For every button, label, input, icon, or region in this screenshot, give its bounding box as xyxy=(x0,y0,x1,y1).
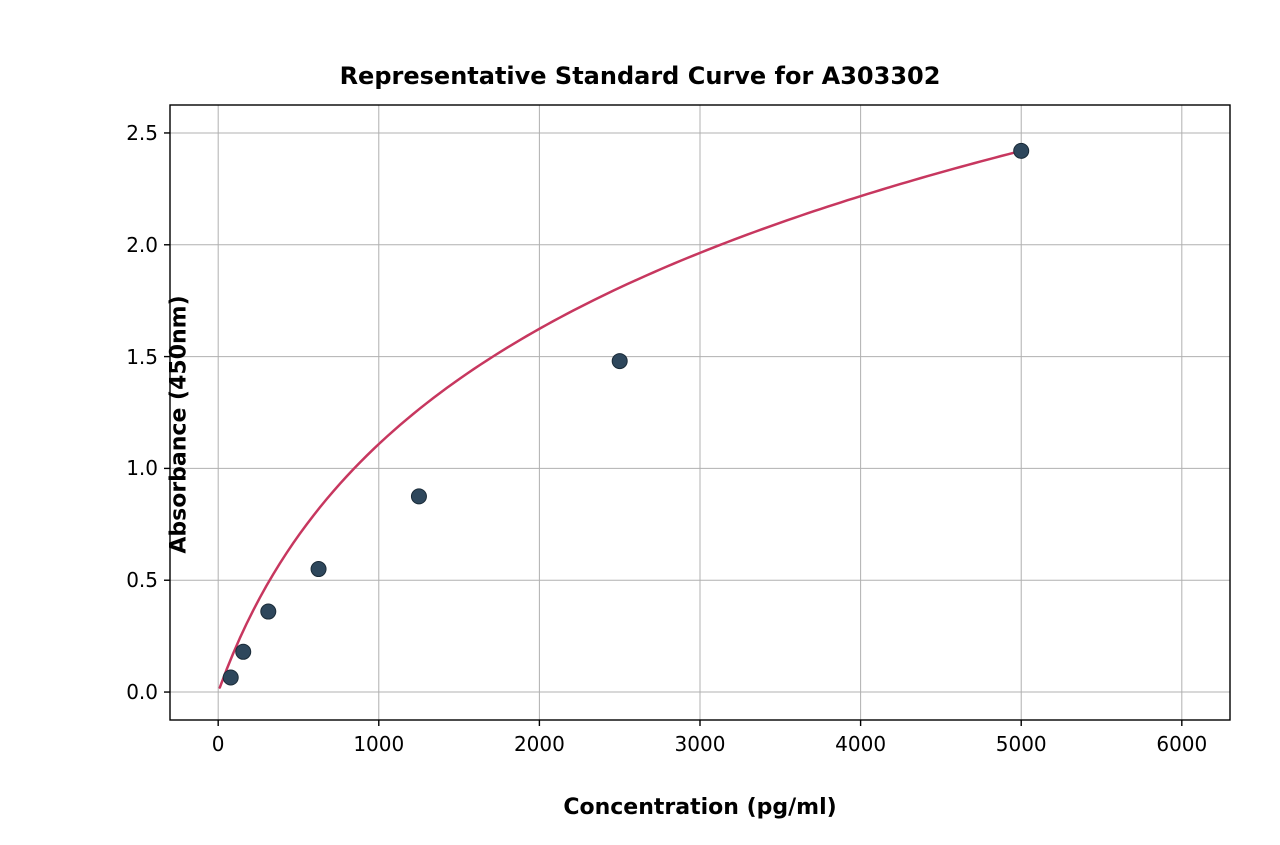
x-tick-label: 5000 xyxy=(996,732,1047,756)
y-axis-label: Absorbance (450nm) xyxy=(167,295,192,553)
y-tick-label: 1.0 xyxy=(126,456,158,480)
x-tick-label: 4000 xyxy=(835,732,886,756)
chart-container: Representative Standard Curve for A30330… xyxy=(0,0,1280,845)
y-tick-label: 1.5 xyxy=(126,345,158,369)
y-tick-label: 2.5 xyxy=(126,121,158,145)
x-tick-label: 2000 xyxy=(514,732,565,756)
chart-svg xyxy=(0,0,1280,845)
y-tick-label: 0.5 xyxy=(126,568,158,592)
x-tick-label: 1000 xyxy=(353,732,404,756)
y-tick-label: 2.0 xyxy=(126,233,158,257)
y-tick-label: 0.0 xyxy=(126,680,158,704)
x-axis-label: Concentration (pg/ml) xyxy=(563,795,836,820)
x-tick-label: 0 xyxy=(212,732,225,756)
chart-title: Representative Standard Curve for A30330… xyxy=(340,62,941,90)
x-tick-label: 3000 xyxy=(675,732,726,756)
x-tick-label: 6000 xyxy=(1156,732,1207,756)
